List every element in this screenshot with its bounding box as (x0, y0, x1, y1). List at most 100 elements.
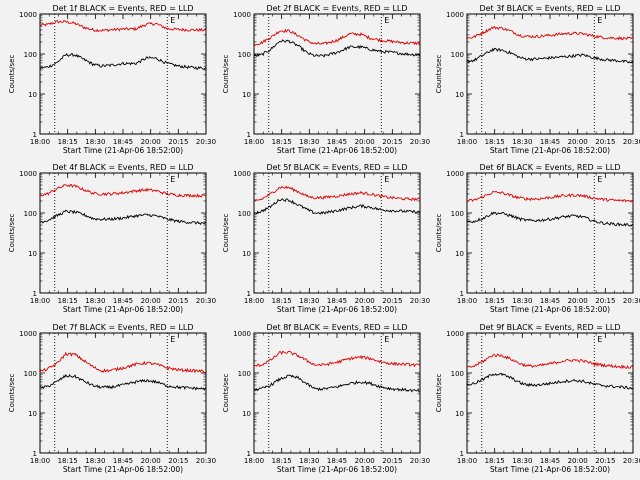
x-axis-label: Start Time (21-Apr-06 18:52:00) (490, 305, 610, 314)
y-tick-label: 100 (451, 51, 464, 59)
x-tick-label: 20:00 (355, 297, 375, 305)
y-tick-label: 10 (455, 250, 464, 258)
x-tick-label: 20:30 (196, 138, 216, 146)
y-tick-label: 10 (28, 410, 37, 418)
x-tick-label: 18:15 (485, 138, 505, 146)
x-tick-label: 18:45 (540, 457, 560, 465)
y-tick-label: 1 (247, 290, 251, 298)
y-axis-label: Counts/sec (435, 55, 443, 94)
flag-label: E (170, 175, 175, 184)
x-axis-label: Start Time (21-Apr-06 18:52:00) (63, 465, 183, 474)
flag-label: E (384, 175, 389, 184)
x-tick-label: 18:00 (30, 297, 50, 305)
y-tick-label: 100 (451, 210, 464, 218)
y-tick-label: 1000 (19, 11, 37, 19)
y-tick-label: 1000 (19, 170, 37, 178)
y-tick-label: 1000 (233, 170, 251, 178)
x-tick-label: 20:30 (623, 138, 640, 146)
series-line-events (254, 39, 420, 58)
flag-label: E (597, 175, 602, 184)
y-tick-label: 1 (460, 290, 464, 298)
y-tick-label: 100 (24, 210, 37, 218)
y-tick-label: 1000 (233, 11, 251, 19)
plot-frame (466, 13, 634, 135)
y-axis-label: Counts/sec (435, 374, 443, 413)
x-tick-label: 18:30 (299, 457, 319, 465)
y-tick-label: 1000 (446, 170, 464, 178)
y-tick-label: 1 (460, 450, 464, 458)
y-tick-label: 100 (24, 51, 37, 59)
x-tick-label: 18:45 (113, 297, 133, 305)
x-tick-label: 18:30 (299, 297, 319, 305)
series-line-lld (467, 190, 633, 203)
x-tick-label: 18:45 (327, 297, 347, 305)
panel-det-4: Det 4f BLACK = Events, RED = LLD 1 10 100 10… (8, 163, 216, 314)
y-axis-label: Counts/sec (222, 214, 230, 253)
panel-title: Det 8f BLACK = Events, RED = LLD (266, 323, 407, 332)
x-tick-label: 20:15 (595, 297, 615, 305)
panel-det-2: Det 2f BLACK = Events, RED = LLD 1 10 100 10… (222, 4, 430, 155)
panel-title: Det 6f BLACK = Events, RED = LLD (479, 163, 620, 172)
x-tick-label: 18:30 (299, 138, 319, 146)
x-tick-label: 20:15 (595, 138, 615, 146)
plot-frame (39, 332, 207, 454)
panel-title: Det 5f BLACK = Events, RED = LLD (266, 163, 407, 172)
panel-title: Det 2f BLACK = Events, RED = LLD (266, 4, 407, 13)
y-tick-label: 1000 (446, 11, 464, 19)
y-tick-label: 1000 (233, 330, 251, 338)
x-tick-label: 18:45 (327, 457, 347, 465)
plot-frame (253, 172, 421, 294)
y-tick-label: 100 (238, 370, 251, 378)
x-tick-label: 18:15 (272, 297, 292, 305)
x-tick-label: 20:00 (568, 297, 588, 305)
y-tick-label: 100 (238, 210, 251, 218)
x-tick-label: 18:30 (85, 297, 105, 305)
x-axis-label: Start Time (21-Apr-06 18:52:00) (277, 305, 397, 314)
x-tick-label: 20:00 (141, 138, 161, 146)
series-line-events (40, 52, 206, 70)
series-line-lld (467, 25, 633, 41)
y-tick-label: 10 (242, 250, 251, 258)
y-tick-label: 100 (451, 370, 464, 378)
y-tick-label: 1 (247, 131, 251, 139)
y-axis-label: Counts/sec (8, 214, 16, 253)
x-tick-label: 20:15 (382, 457, 402, 465)
x-tick-label: 18:15 (485, 297, 505, 305)
x-tick-label: 18:00 (457, 138, 477, 146)
y-tick-label: 1000 (446, 330, 464, 338)
x-tick-label: 18:15 (272, 457, 292, 465)
x-tick-label: 18:30 (512, 297, 532, 305)
panel-det-9: Det 9f BLACK = Events, RED = LLD 1 10 100 10… (435, 323, 640, 474)
x-tick-label: 18:15 (485, 457, 505, 465)
x-tick-label: 18:15 (272, 138, 292, 146)
x-tick-label: 18:30 (85, 457, 105, 465)
series-line-lld (40, 184, 206, 198)
y-tick-label: 1 (460, 131, 464, 139)
x-tick-label: 20:30 (623, 457, 640, 465)
x-axis-label: Start Time (21-Apr-06 18:52:00) (63, 305, 183, 314)
plot-frame (466, 172, 634, 294)
y-tick-label: 1 (33, 290, 37, 298)
x-tick-label: 18:15 (58, 138, 78, 146)
x-tick-label: 20:15 (168, 297, 188, 305)
panel-det-1: Det 1f BLACK = Events, RED = LLD 1 10 100 10… (8, 4, 216, 155)
x-tick-label: 20:15 (382, 138, 402, 146)
x-tick-label: 20:30 (623, 297, 640, 305)
series-line-events (467, 211, 633, 227)
flag-label: E (170, 16, 175, 25)
plot-frame (253, 332, 421, 454)
x-tick-label: 18:00 (30, 457, 50, 465)
y-tick-label: 10 (455, 91, 464, 99)
x-tick-label: 20:00 (141, 457, 161, 465)
x-tick-label: 20:00 (568, 138, 588, 146)
x-tick-label: 18:30 (85, 138, 105, 146)
panel-det-6: Det 6f BLACK = Events, RED = LLD 1 10 100 10… (435, 163, 640, 314)
y-tick-label: 1 (33, 450, 37, 458)
y-tick-label: 1000 (19, 330, 37, 338)
y-tick-label: 10 (28, 250, 37, 258)
y-axis-label: Counts/sec (8, 55, 16, 94)
y-tick-label: 1 (33, 131, 37, 139)
x-axis-label: Start Time (21-Apr-06 18:52:00) (490, 146, 610, 155)
y-tick-label: 10 (28, 91, 37, 99)
